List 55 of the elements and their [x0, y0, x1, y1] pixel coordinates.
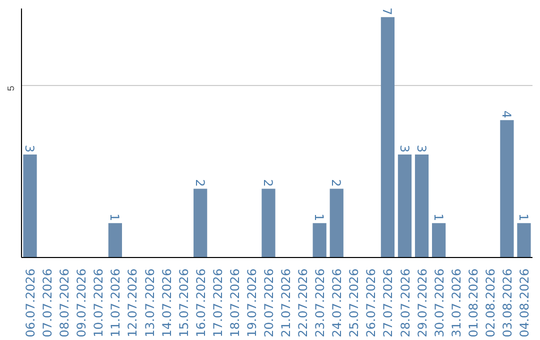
bar [23, 154, 37, 258]
x-tick-label: 02.08.2026 [483, 268, 498, 338]
data-label: 1 [516, 214, 530, 222]
data-label: 1 [108, 214, 122, 222]
x-tick-label: 19.07.2026 [244, 268, 259, 338]
x-tick-label: 01.08.2026 [466, 268, 480, 338]
x-tick-label: 04.08.2026 [517, 268, 532, 338]
x-tick-label: 10.07.2026 [92, 268, 106, 338]
x-tick-label: 27.07.2026 [381, 268, 396, 338]
bar [194, 188, 208, 258]
bar [108, 223, 122, 258]
x-tick-label: 16.07.2026 [194, 268, 208, 338]
x-tick-label: 06.07.2026 [24, 268, 38, 338]
x-tick-label: 14.07.2026 [160, 268, 174, 338]
x-tick-label: 03.08.2026 [500, 268, 514, 338]
data-label: 3 [397, 144, 412, 152]
x-tick-label: 11.07.2026 [108, 268, 123, 338]
bar [262, 188, 276, 258]
x-tick-label: 17.07.2026 [210, 268, 225, 338]
x-tick-label: 12.07.2026 [126, 268, 140, 338]
x-tick-label: 28.07.2026 [398, 268, 412, 338]
data-label: 3 [414, 144, 428, 152]
x-tick-label: 26.07.2026 [364, 268, 378, 338]
x-tick-label: 31.07.2026 [449, 268, 464, 338]
x-tick-label: 09.07.2026 [74, 268, 89, 338]
data-label: 2 [329, 179, 344, 187]
data-label: 1 [312, 214, 326, 222]
data-label: 4 [499, 110, 514, 118]
x-tick-label: 08.07.2026 [58, 268, 72, 338]
x-tick-label: 13.07.2026 [142, 268, 157, 338]
bar [500, 120, 514, 258]
x-tick-label: 24.07.2026 [330, 268, 344, 338]
x-tick-label: 29.07.2026 [415, 268, 430, 338]
bar [398, 154, 412, 258]
bar [432, 223, 446, 258]
x-tick-label: 22.07.2026 [296, 268, 310, 338]
bar [312, 223, 326, 258]
x-tick-label: 25.07.2026 [347, 268, 362, 338]
x-tick-label: 15.07.2026 [176, 268, 191, 338]
data-label: 2 [260, 179, 275, 187]
x-tick-label: 30.07.2026 [432, 268, 446, 338]
y-tick-label: 5 [6, 86, 16, 91]
data-label: 2 [192, 179, 207, 187]
bar [517, 223, 531, 258]
data-label: 1 [431, 214, 446, 222]
x-tick-label: 23.07.2026 [313, 268, 328, 338]
data-label: 7 [380, 7, 394, 16]
bar [330, 188, 344, 258]
x-tick-label: 20.07.2026 [262, 268, 276, 338]
x-tick-label: 07.07.2026 [40, 268, 55, 338]
x-tick-label: 18.07.2026 [228, 268, 242, 338]
bar [414, 154, 429, 258]
x-tick-label: 21.07.2026 [279, 268, 294, 338]
bar [380, 17, 395, 258]
data-label: 3 [22, 144, 37, 152]
